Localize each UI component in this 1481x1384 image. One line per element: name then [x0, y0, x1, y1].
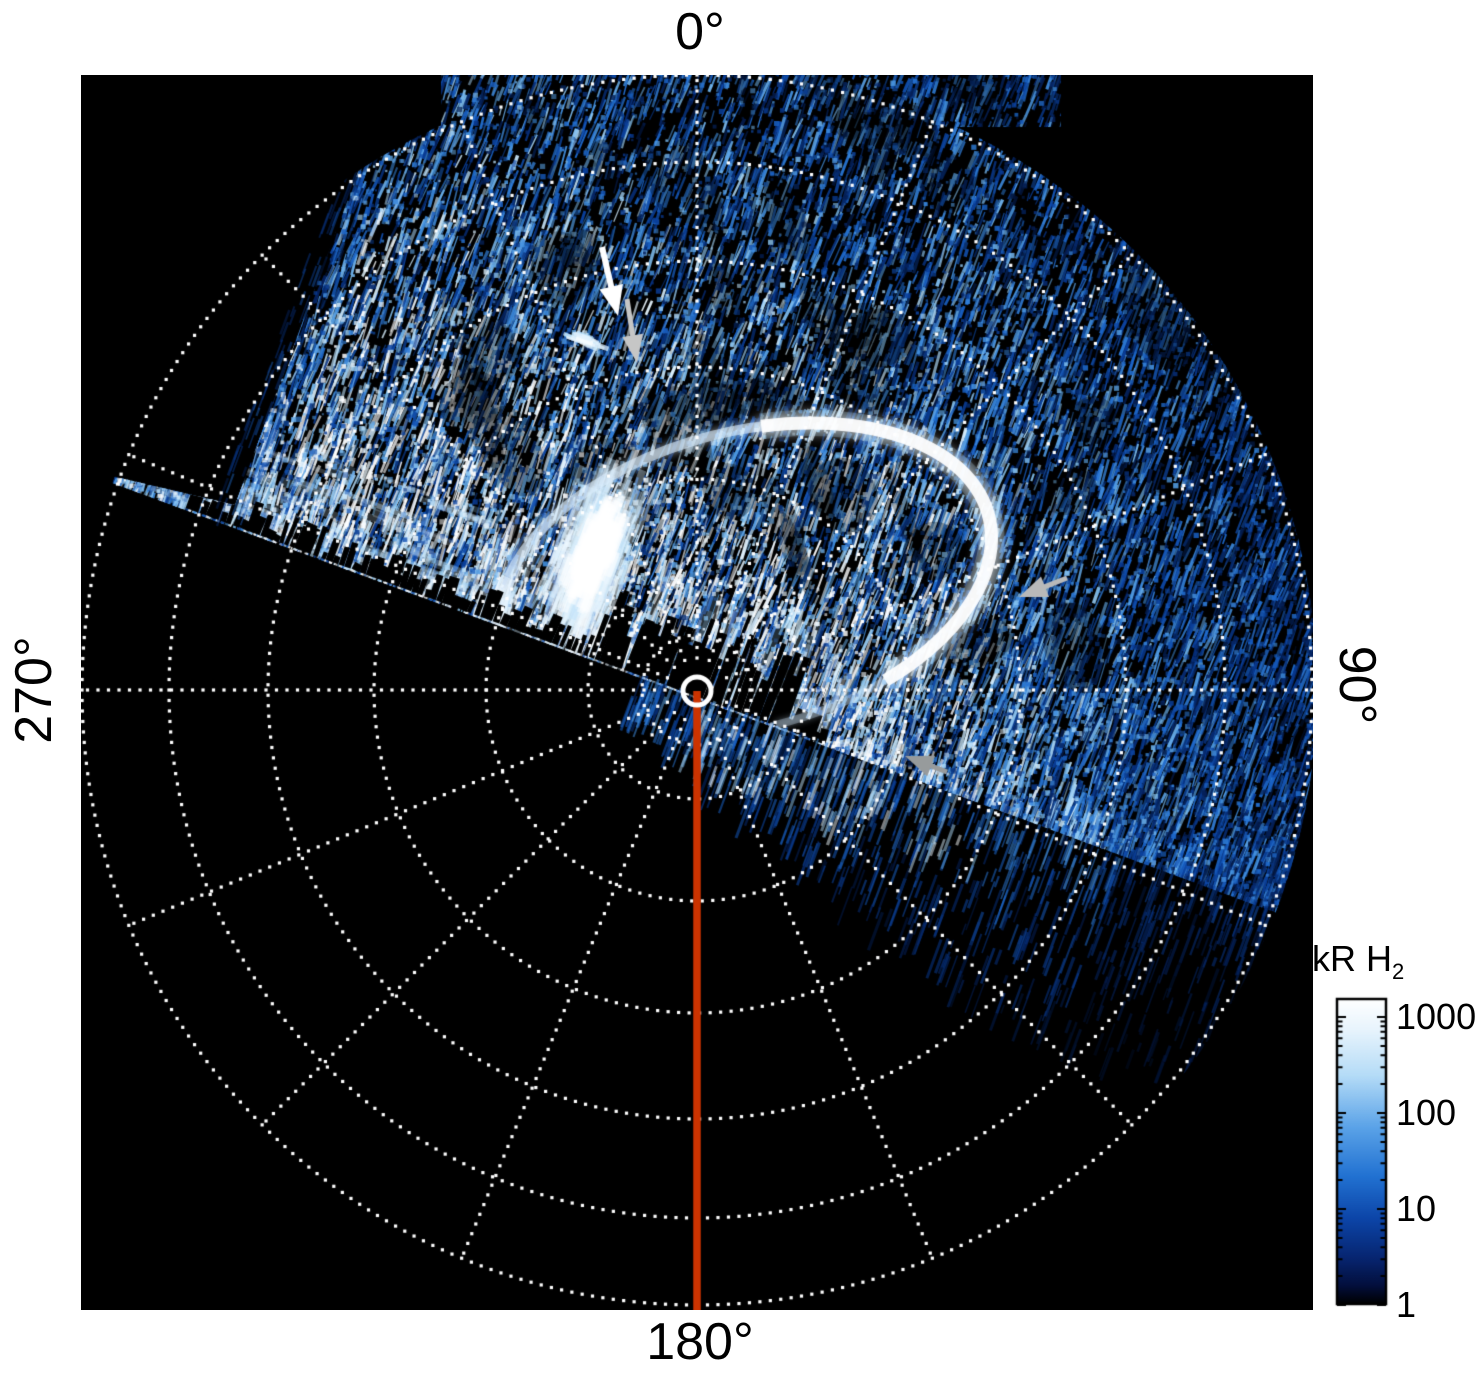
colorbar-tick-label: 10	[1396, 1188, 1437, 1229]
colorbar-tick-label: 1	[1396, 1284, 1417, 1325]
colorbar-tick-label: 100	[1396, 1092, 1457, 1133]
angle-label-0: 0°	[675, 3, 725, 61]
colorbar-title-subscript: 2	[1392, 959, 1405, 985]
colorbar-tick-label: 1000	[1396, 996, 1477, 1037]
colorbar-canvas	[1334, 996, 1390, 1310]
polar-plot-canvas	[81, 75, 1313, 1310]
angle-label-270: 270°	[5, 636, 63, 744]
colorbar-title: kR H2	[1312, 938, 1405, 985]
angle-label-180: 180°	[646, 1313, 754, 1371]
angle-label-90: 90°	[1328, 645, 1386, 725]
